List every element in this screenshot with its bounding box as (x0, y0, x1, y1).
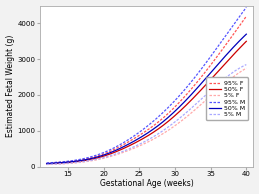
95% F (164, 115, 167, 117)
Line: 95% M: 95% M (47, 7, 246, 163)
95% F (167, 112, 170, 114)
5% F (45, 163, 48, 166)
95% M (167, 106, 170, 108)
5% F (163, 131, 166, 134)
95% F (213, 58, 217, 61)
50% M (213, 67, 217, 69)
50% F (226, 60, 229, 62)
50% M (167, 116, 170, 118)
5% F (213, 91, 217, 93)
95% F (245, 15, 248, 17)
Line: 95% F: 95% F (47, 16, 246, 163)
50% M (245, 33, 248, 35)
50% F (46, 163, 49, 165)
50% M (163, 119, 166, 121)
5% M (213, 86, 217, 88)
5% M (226, 75, 229, 77)
50% F (167, 120, 170, 122)
50% F (164, 122, 167, 125)
95% M (213, 49, 217, 52)
95% M (45, 162, 48, 164)
50% F (213, 74, 217, 76)
Line: 50% M: 50% M (47, 34, 246, 164)
5% F (46, 163, 49, 166)
5% M (167, 125, 170, 128)
95% M (163, 110, 166, 112)
95% F (226, 41, 229, 43)
50% M (46, 162, 49, 165)
95% M (46, 162, 49, 164)
95% M (245, 6, 248, 9)
Line: 5% F: 5% F (47, 68, 246, 165)
5% M (164, 128, 167, 130)
50% M (45, 162, 48, 165)
50% F (245, 40, 248, 42)
5% M (46, 163, 49, 165)
5% M (245, 63, 248, 66)
Legend: 95% F, 50% F, 5% F, 95% M, 50% M, 5% M: 95% F, 50% F, 5% F, 95% M, 50% M, 5% M (206, 77, 248, 120)
95% M (164, 109, 167, 111)
5% F (245, 67, 248, 69)
Line: 5% M: 5% M (47, 65, 246, 164)
X-axis label: Gestational Age (weeks): Gestational Age (weeks) (100, 179, 193, 188)
95% F (163, 115, 166, 118)
50% M (226, 52, 229, 55)
50% F (163, 123, 166, 125)
95% F (45, 162, 48, 165)
5% F (167, 129, 170, 131)
5% M (163, 128, 166, 131)
5% F (164, 131, 167, 133)
50% M (164, 119, 167, 121)
95% M (226, 32, 229, 34)
50% F (45, 163, 48, 165)
Y-axis label: Estimated Fetal Weight (g): Estimated Fetal Weight (g) (5, 35, 15, 137)
5% M (45, 163, 48, 165)
5% F (226, 80, 229, 82)
Line: 50% F: 50% F (47, 41, 246, 164)
95% F (46, 162, 49, 164)
